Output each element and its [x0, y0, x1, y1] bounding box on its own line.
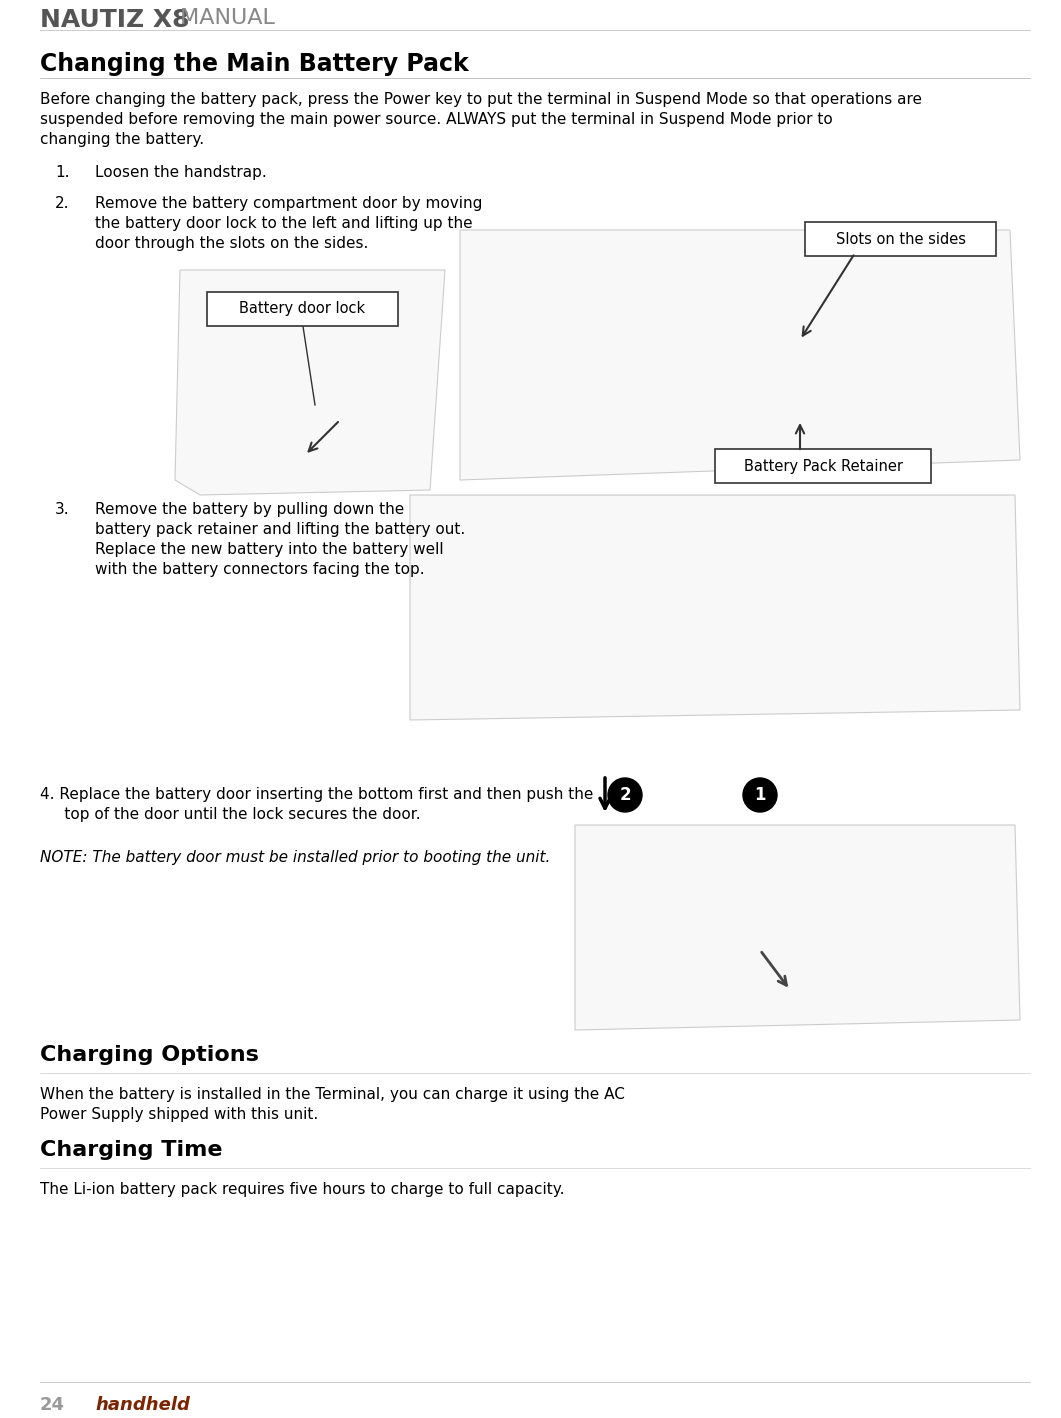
Polygon shape — [460, 230, 1020, 481]
Text: changing the battery.: changing the battery. — [40, 132, 204, 147]
Text: Loosen the handstrap.: Loosen the handstrap. — [95, 164, 266, 180]
FancyBboxPatch shape — [207, 292, 398, 326]
Text: MANUAL: MANUAL — [173, 9, 275, 28]
Text: 2: 2 — [620, 786, 631, 804]
Text: Remove the battery by pulling down the: Remove the battery by pulling down the — [95, 502, 404, 518]
Text: 3.: 3. — [55, 502, 70, 518]
Text: 1.: 1. — [55, 164, 70, 180]
FancyBboxPatch shape — [715, 450, 930, 484]
Text: door through the slots on the sides.: door through the slots on the sides. — [95, 235, 368, 251]
Text: 4. Replace the battery door inserting the bottom first and then push the: 4. Replace the battery door inserting th… — [40, 787, 593, 803]
Polygon shape — [575, 825, 1020, 1029]
Text: NAUTIZ X8: NAUTIZ X8 — [40, 9, 190, 33]
Text: Before changing the battery pack, press the Power key to put the terminal in Sus: Before changing the battery pack, press … — [40, 92, 922, 106]
Text: Replace the new battery into the battery well: Replace the new battery into the battery… — [95, 542, 443, 557]
Text: Battery door lock: Battery door lock — [240, 302, 366, 316]
Circle shape — [608, 778, 642, 813]
Text: Battery Pack Retainer: Battery Pack Retainer — [744, 458, 903, 474]
Text: When the battery is installed in the Terminal, you can charge it using the AC: When the battery is installed in the Ter… — [40, 1088, 625, 1102]
Text: Slots on the sides: Slots on the sides — [835, 231, 966, 247]
Text: Charging Options: Charging Options — [40, 1045, 259, 1065]
Text: top of the door until the lock secures the door.: top of the door until the lock secures t… — [40, 807, 420, 822]
Text: with the battery connectors facing the top.: with the battery connectors facing the t… — [95, 562, 424, 577]
Text: 24: 24 — [40, 1395, 65, 1414]
Text: handheld: handheld — [95, 1395, 190, 1414]
Text: 1: 1 — [754, 786, 766, 804]
Text: Charging Time: Charging Time — [40, 1140, 223, 1160]
Text: 2.: 2. — [55, 196, 70, 211]
Polygon shape — [175, 269, 445, 495]
FancyBboxPatch shape — [805, 223, 996, 257]
Text: The Li-ion battery pack requires five hours to charge to full capacity.: The Li-ion battery pack requires five ho… — [40, 1183, 564, 1197]
Circle shape — [743, 778, 777, 813]
Text: NOTE: The battery door must be installed prior to booting the unit.: NOTE: The battery door must be installed… — [40, 849, 551, 865]
Text: the battery door lock to the left and lifting up the: the battery door lock to the left and li… — [95, 216, 472, 231]
Text: suspended before removing the main power source. ALWAYS put the terminal in Susp: suspended before removing the main power… — [40, 112, 833, 128]
Text: Power Supply shipped with this unit.: Power Supply shipped with this unit. — [40, 1107, 318, 1122]
Text: Changing the Main Battery Pack: Changing the Main Battery Pack — [40, 52, 469, 77]
Text: Remove the battery compartment door by moving: Remove the battery compartment door by m… — [95, 196, 483, 211]
Text: battery pack retainer and lifting the battery out.: battery pack retainer and lifting the ba… — [95, 522, 466, 537]
Polygon shape — [410, 495, 1020, 720]
